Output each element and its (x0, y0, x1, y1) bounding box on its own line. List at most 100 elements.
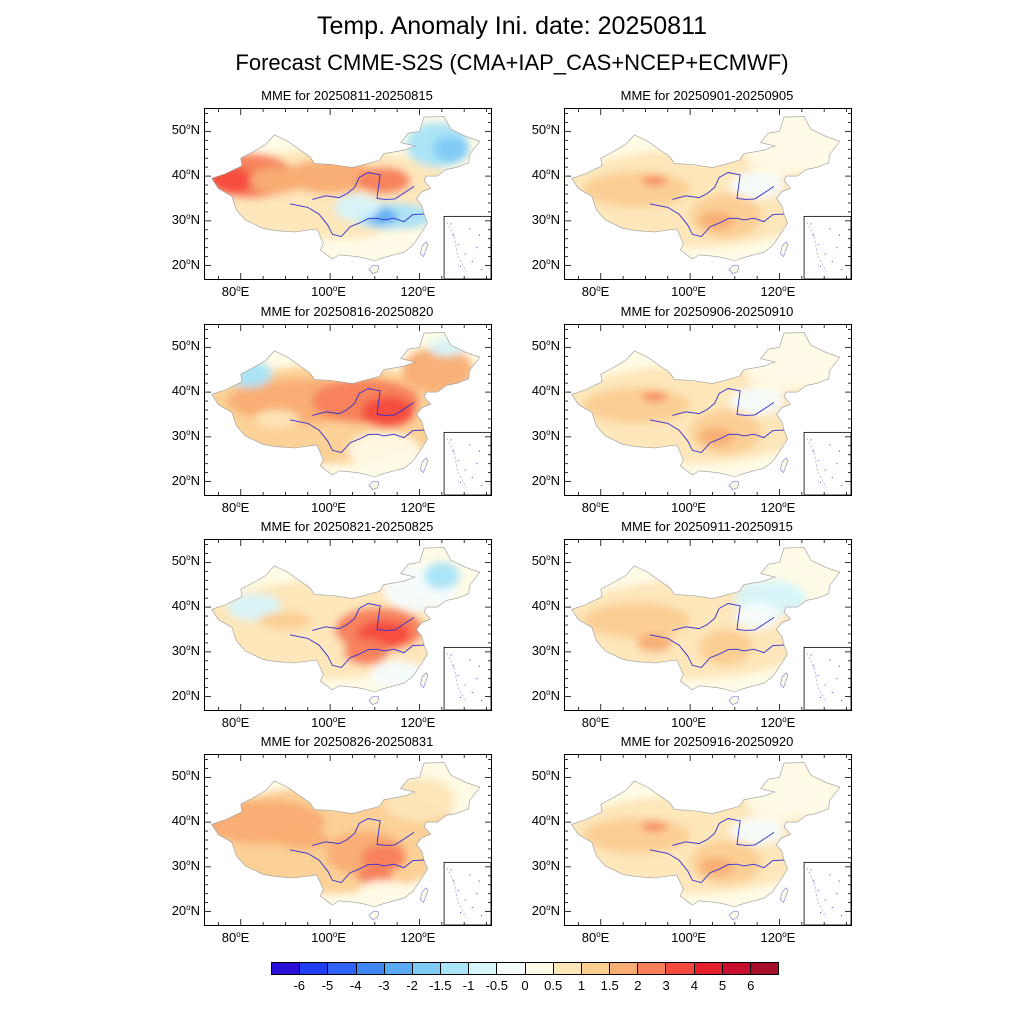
inset-dashed-line (806, 868, 827, 918)
country-border (211, 116, 481, 262)
river (672, 818, 775, 846)
inset-island (469, 874, 471, 876)
anomaly-blob (361, 396, 416, 428)
inset-island (836, 678, 838, 680)
inset-island (464, 684, 466, 686)
lat-tick-label: 50oN (531, 338, 560, 354)
lat-tick-label: 20oN (531, 687, 560, 703)
island (780, 887, 789, 904)
lon-tick-label: 120oE (400, 500, 436, 515)
map-frame (564, 754, 852, 926)
panel-title: MME for 20250906-20250910 (620, 304, 794, 319)
colorbar-swatch (441, 963, 470, 974)
inset-island (824, 899, 826, 901)
inset-island (810, 439, 812, 441)
island (420, 457, 429, 474)
colorbar-label: -1.5 (429, 978, 452, 993)
anomaly-blob (356, 880, 411, 908)
colorbar-swatch (722, 963, 751, 974)
inset-island (481, 485, 483, 487)
anomaly-map (205, 540, 492, 711)
lat-tick-label: 30oN (171, 211, 200, 227)
inset-island (450, 439, 452, 441)
map-frame (564, 324, 852, 496)
colorbar-label: 1.5 (600, 978, 619, 993)
inset-island (838, 665, 840, 667)
inset-island (817, 889, 819, 892)
inset-island (450, 869, 452, 871)
anomaly-blob (227, 593, 281, 621)
river (649, 203, 785, 238)
lon-tick-label: 80oE (221, 715, 250, 730)
river (289, 849, 425, 884)
inset-island (478, 880, 480, 882)
lon-tick-label: 120oE (400, 284, 436, 299)
anomaly-blob (730, 817, 784, 845)
lat-tick-label: 30oN (531, 857, 560, 873)
map-frame (564, 539, 852, 711)
panel-title: MME for 20250916-20250920 (620, 734, 794, 749)
inset-island (478, 665, 480, 667)
south-china-sea-inset (443, 646, 492, 711)
country-border (211, 547, 481, 693)
inset-island (817, 674, 819, 677)
anomaly-blob (699, 629, 753, 666)
colorbar-swatch (581, 963, 611, 974)
anomaly-blob (582, 817, 691, 854)
colorbar (271, 962, 779, 975)
colorbar-swatch (272, 963, 301, 974)
inset-island (457, 889, 459, 892)
country-border (571, 116, 841, 262)
island (728, 695, 740, 705)
axis-ticks (205, 755, 491, 925)
axis-ticks (565, 109, 851, 279)
page-title: Temp. Anomaly Ini. date: 20250811 (316, 12, 708, 40)
inset-island (817, 459, 819, 462)
lat-tick-label: 40oN (531, 383, 560, 399)
anomaly-map (565, 325, 852, 496)
colorbar-label: 3 (662, 978, 670, 993)
island (780, 241, 789, 258)
river (312, 172, 415, 200)
anomaly-blob (734, 602, 780, 630)
colorbar-swatch (328, 963, 357, 974)
river (312, 388, 415, 416)
inset-island (810, 223, 812, 225)
inset-island (841, 485, 843, 487)
river (289, 634, 425, 669)
colorbar-label: 5 (718, 978, 727, 993)
panel-title: MME for 20250826-20250831 (260, 734, 434, 749)
island (728, 480, 740, 490)
south-china-sea-inset (803, 431, 852, 496)
inset-island (838, 234, 840, 236)
south-china-sea-inset (803, 215, 852, 280)
colorbar-label: -6 (293, 978, 305, 993)
river (672, 172, 775, 200)
inset-island (824, 684, 826, 686)
colorbar-swatch (553, 963, 582, 974)
anomaly-map (205, 325, 492, 496)
anomaly-map (565, 109, 852, 280)
inset-island (824, 469, 826, 471)
anomaly-blob (343, 638, 389, 666)
anomaly-blob (640, 822, 668, 832)
inset-island (476, 893, 478, 895)
lat-tick-label: 30oN (531, 427, 560, 443)
island (368, 264, 380, 274)
inset-island (829, 874, 831, 876)
inset-island (817, 243, 819, 246)
anomaly-blob (748, 786, 811, 823)
island (728, 910, 740, 920)
inset-dashed-line (446, 868, 467, 918)
colorbar-swatch (497, 963, 526, 974)
lat-tick-label: 30oN (531, 211, 560, 227)
island (420, 887, 429, 904)
lon-tick-label: 100oE (311, 284, 346, 299)
anomaly-blob (699, 857, 735, 876)
lon-tick-label: 100oE (671, 715, 706, 730)
inset-island (464, 253, 466, 255)
colorbar-label: -0.5 (485, 978, 508, 993)
island (420, 241, 429, 258)
island (780, 672, 789, 689)
inset-island (471, 260, 473, 263)
